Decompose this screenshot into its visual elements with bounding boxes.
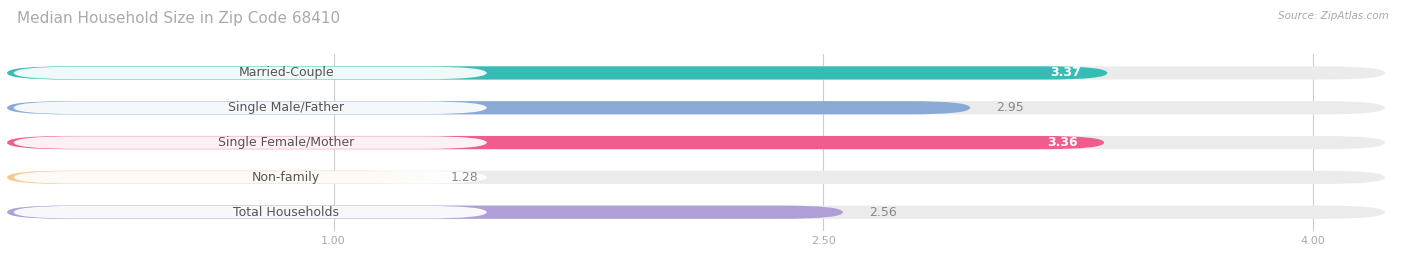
FancyBboxPatch shape	[7, 101, 970, 114]
FancyBboxPatch shape	[7, 101, 1385, 114]
FancyBboxPatch shape	[14, 136, 486, 149]
FancyBboxPatch shape	[7, 66, 1385, 80]
FancyBboxPatch shape	[14, 67, 486, 79]
Text: 2.56: 2.56	[869, 206, 897, 219]
Text: 1.28: 1.28	[451, 171, 479, 184]
FancyBboxPatch shape	[7, 206, 844, 219]
FancyBboxPatch shape	[14, 171, 486, 184]
FancyBboxPatch shape	[14, 101, 486, 114]
Text: Source: ZipAtlas.com: Source: ZipAtlas.com	[1278, 11, 1389, 21]
FancyBboxPatch shape	[7, 171, 1385, 184]
FancyBboxPatch shape	[7, 136, 1104, 149]
Text: Non-family: Non-family	[252, 171, 321, 184]
Text: Total Households: Total Households	[233, 206, 339, 219]
FancyBboxPatch shape	[7, 136, 1385, 149]
Text: Median Household Size in Zip Code 68410: Median Household Size in Zip Code 68410	[17, 11, 340, 26]
Text: 3.36: 3.36	[1047, 136, 1078, 149]
FancyBboxPatch shape	[7, 171, 425, 184]
FancyBboxPatch shape	[14, 206, 486, 218]
Text: Married-Couple: Married-Couple	[239, 66, 335, 79]
FancyBboxPatch shape	[7, 206, 1385, 219]
Text: 3.37: 3.37	[1050, 66, 1081, 79]
FancyBboxPatch shape	[7, 66, 1108, 80]
Text: Single Female/Mother: Single Female/Mother	[218, 136, 354, 149]
Text: Single Male/Father: Single Male/Father	[228, 101, 344, 114]
Text: 2.95: 2.95	[997, 101, 1024, 114]
